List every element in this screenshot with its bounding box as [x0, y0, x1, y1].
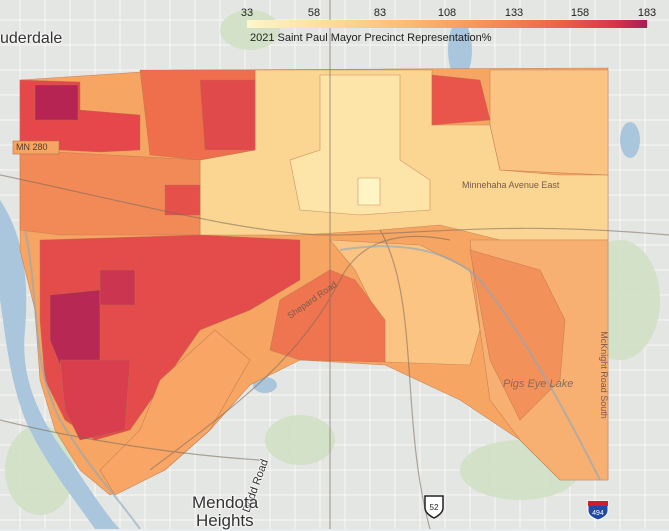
legend-tick: 33 — [240, 7, 254, 19]
legend: 33 58 83 108 133 158 183 2021 Saint Paul… — [235, 7, 657, 47]
legend-tick: 133 — [504, 7, 524, 19]
place-label-lauderdale: uderdale — [0, 30, 63, 47]
precinct-region-fringe[interactable] — [99, 329, 251, 496]
precinct-region-westend[interactable] — [269, 269, 386, 363]
legend-color-bar — [247, 20, 647, 28]
legend-ticks: 33 58 83 108 133 158 183 — [235, 7, 657, 20]
interstate-shield-icon: 494 — [587, 500, 609, 521]
place-label-pigs-eye-lake: Pigs Eye Lake — [503, 378, 574, 390]
place-label-heights: Heights — [196, 511, 254, 530]
precinct-region-northwest-max[interactable] — [34, 84, 79, 121]
legend-tick: 108 — [437, 7, 457, 19]
road-label-minnehaha: Minnehaha Avenue East — [462, 180, 560, 190]
interstate-number: 494 — [592, 510, 604, 517]
precinct-region-riverflat[interactable] — [469, 249, 566, 421]
precinct-region-northeast[interactable] — [431, 74, 491, 126]
precinct-region-southwest-max[interactable] — [49, 289, 101, 366]
precinct-region-midway-red[interactable] — [164, 184, 201, 216]
precinct-layer — [19, 67, 609, 496]
legend-tick: 58 — [307, 7, 321, 19]
precinct-region-highland[interactable] — [59, 359, 131, 441]
precinct-region-midway[interactable] — [19, 149, 201, 236]
us-highway-number: 52 — [430, 503, 439, 512]
precinct-region-palest[interactable] — [357, 177, 381, 206]
precinct-region-pale[interactable] — [289, 74, 431, 216]
us-highway-shield-icon: 52 — [424, 495, 444, 519]
precinct-region-southwest-dark[interactable] — [99, 269, 136, 306]
mississippi-river — [24, 229, 601, 529]
legend-title: 2021 Saint Paul Mayor Precinct Represent… — [250, 32, 492, 44]
precinct-region-east[interactable] — [489, 69, 609, 176]
legend-tick: 158 — [570, 7, 590, 19]
road-label-mcknight: McKnight Road South — [598, 331, 609, 419]
place-label-mendota: Mendota — [192, 493, 259, 512]
legend-tick: 83 — [373, 7, 387, 19]
precinct-region-north-red[interactable] — [199, 79, 256, 151]
road-label-mn280: MN 280 — [16, 142, 48, 152]
legend-tick: 183 — [637, 7, 657, 19]
water-bodies — [0, 20, 640, 529]
mn280-label-box — [12, 140, 60, 155]
